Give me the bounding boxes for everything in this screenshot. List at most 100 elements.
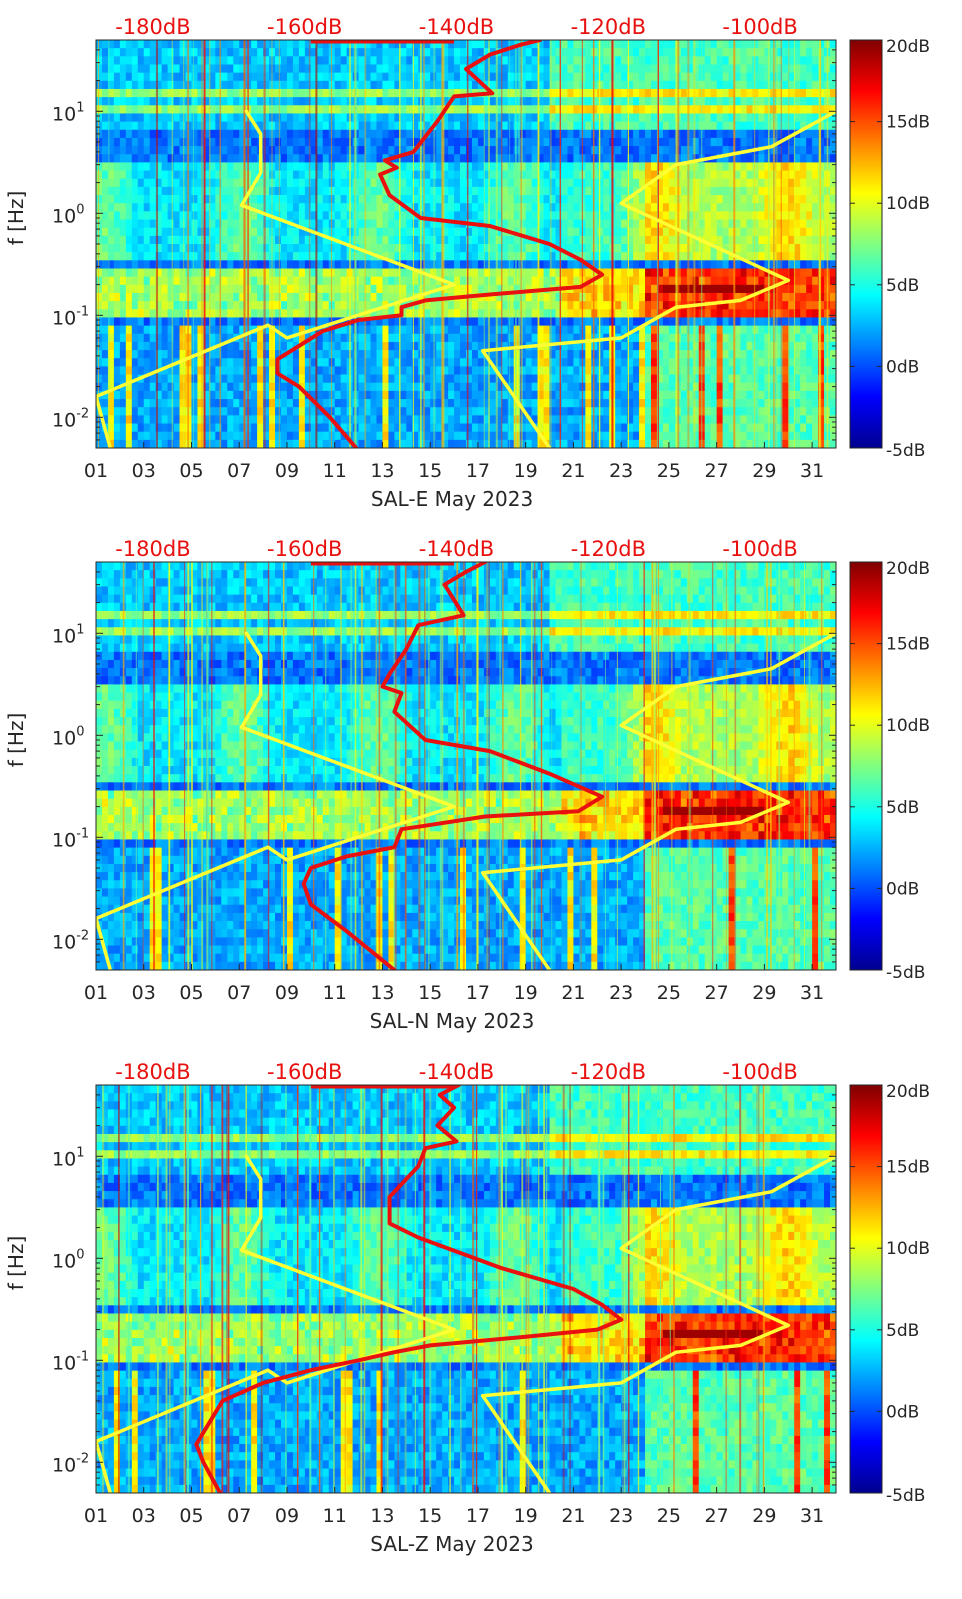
x-tick-label: 09 — [275, 1505, 299, 1527]
y-tick-label: 10-1 — [52, 826, 89, 851]
top-db-label: -180dB — [115, 1060, 190, 1084]
noise-model-line-2 — [480, 1154, 836, 1493]
psd-line — [194, 1085, 624, 1493]
noise-model-line-1 — [96, 109, 456, 448]
x-tick-label: 03 — [132, 1505, 156, 1527]
top-db-label: -100dB — [722, 537, 797, 561]
top-db-label: -160dB — [267, 537, 342, 561]
colorbar-label: 10dB — [886, 1239, 930, 1259]
x-tick-label: 05 — [179, 982, 203, 1004]
x-tick-label: 19 — [514, 1505, 538, 1527]
x-tick-label: 27 — [705, 982, 729, 1004]
colorbar-label: 5dB — [886, 276, 919, 296]
colorbar-label: 20dB — [886, 559, 930, 579]
x-tick-label: 27 — [705, 460, 729, 482]
spectrogram-panel-1: 01 03 05 07 09 11 13 15 17 19 21 23 25 27 29 31 SAL-E Ma… — [4, 15, 930, 511]
y-axis-label: f [Hz] — [4, 1236, 28, 1291]
colorbar-label: 10dB — [886, 716, 930, 736]
x-tick-label: 11 — [323, 460, 347, 482]
x-tick-label: 01 — [84, 1505, 108, 1527]
noise-model-line-2 — [480, 631, 836, 970]
psd-line — [275, 40, 605, 448]
y-tick-label: 101 — [52, 622, 84, 647]
colorbar-label: -5dB — [886, 1486, 925, 1506]
y-tick-label: 101 — [52, 100, 84, 125]
colorbar-label: 0dB — [886, 1402, 919, 1422]
x-axis-label: SAL-E May 2023 — [371, 487, 533, 511]
y-axis-label: f [Hz] — [4, 191, 28, 246]
y-tick-label: 10-2 — [52, 928, 89, 953]
y-tick-label: 100 — [52, 1247, 84, 1272]
top-db-label: -160dB — [267, 1060, 342, 1084]
x-tick-label: 09 — [275, 982, 299, 1004]
x-tick-label: 27 — [705, 1505, 729, 1527]
colorbar — [849, 561, 883, 971]
psd-line — [301, 562, 605, 970]
colorbar-label: 10dB — [886, 194, 930, 214]
x-tick-label: 13 — [370, 1505, 394, 1527]
x-axis-label: SAL-N May 2023 — [370, 1009, 535, 1033]
y-tick-label: 100 — [52, 724, 84, 749]
colorbar-label: 15dB — [886, 113, 930, 133]
x-tick-label: 29 — [752, 982, 776, 1004]
x-tick-label: 23 — [609, 982, 633, 1004]
spectrogram-image — [96, 40, 836, 448]
colorbar-label: 20dB — [886, 1082, 930, 1102]
noise-model-line-2 — [480, 109, 836, 448]
colorbar-label: 20dB — [886, 37, 930, 57]
x-tick-label: 07 — [227, 982, 251, 1004]
x-tick-label: 11 — [323, 1505, 347, 1527]
top-db-label: -180dB — [115, 15, 190, 39]
x-tick-label: 13 — [370, 982, 394, 1004]
colorbar-label: 15dB — [886, 1158, 930, 1178]
top-db-label: -140dB — [419, 1060, 494, 1084]
y-tick-label: 10-2 — [52, 406, 89, 431]
x-tick-label: 09 — [275, 460, 299, 482]
colorbar-label: -5dB — [886, 441, 925, 461]
x-tick-label: 07 — [227, 460, 251, 482]
top-db-label: -100dB — [722, 15, 797, 39]
top-db-label: -120dB — [571, 537, 646, 561]
y-tick-label: 100 — [52, 202, 84, 227]
x-tick-label: 25 — [657, 1505, 681, 1527]
noise-model-line-1 — [96, 1154, 456, 1493]
x-tick-label: 13 — [370, 460, 394, 482]
spectrogram-panel-3: 01 03 05 07 09 11 13 15 17 19 21 23 25 27 29 31 SAL-Z Ma… — [4, 1060, 930, 1556]
top-db-label: -160dB — [267, 15, 342, 39]
x-tick-label: 31 — [800, 460, 824, 482]
colorbar-label: 5dB — [886, 798, 919, 818]
colorbar-label: 5dB — [886, 1321, 919, 1341]
spectrogram-panel-2: 01 03 05 07 09 11 13 15 17 19 21 23 25 27 29 31 SAL-N Ma… — [4, 537, 930, 1033]
x-axis-label: SAL-Z May 2023 — [370, 1532, 533, 1556]
x-tick-label: 15 — [418, 1505, 442, 1527]
colorbar-label: 0dB — [886, 879, 919, 899]
x-tick-label: 29 — [752, 1505, 776, 1527]
x-tick-label: 03 — [132, 460, 156, 482]
x-tick-label: 25 — [657, 982, 681, 1004]
colorbar — [849, 1084, 883, 1494]
noise-model-line-1 — [96, 631, 456, 970]
x-tick-label: 25 — [657, 460, 681, 482]
x-tick-label: 23 — [609, 1505, 633, 1527]
x-tick-label: 19 — [514, 982, 538, 1004]
x-tick-label: 19 — [514, 460, 538, 482]
x-tick-label: 21 — [561, 460, 585, 482]
colorbar-label: 15dB — [886, 635, 930, 655]
y-tick-label: 10-1 — [52, 304, 89, 329]
top-db-label: -140dB — [419, 537, 494, 561]
top-db-label: -120dB — [571, 15, 646, 39]
x-tick-label: 29 — [752, 460, 776, 482]
x-tick-label: 15 — [418, 460, 442, 482]
x-tick-label: 15 — [418, 982, 442, 1004]
colorbar-label: -5dB — [886, 963, 925, 983]
x-tick-label: 21 — [561, 982, 585, 1004]
x-tick-label: 17 — [466, 460, 490, 482]
x-tick-label: 01 — [84, 460, 108, 482]
x-tick-label: 07 — [227, 1505, 251, 1527]
colorbar-label: 0dB — [886, 357, 919, 377]
x-tick-label: 05 — [179, 460, 203, 482]
top-db-label: -100dB — [722, 1060, 797, 1084]
top-db-label: -120dB — [571, 1060, 646, 1084]
x-tick-label: 21 — [561, 1505, 585, 1527]
